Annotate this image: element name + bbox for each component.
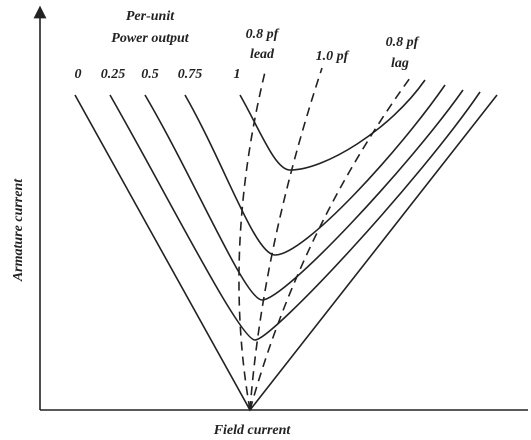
pf-unity-line — [250, 68, 322, 410]
curve-label: 0.25 — [101, 67, 126, 82]
curve-label: 0 — [75, 67, 82, 82]
pf-label: 0.8 pf — [386, 35, 420, 50]
pf-lead-line — [239, 72, 265, 410]
pf-label: 1.0 pf — [316, 49, 350, 64]
curve-label: 0.5 — [141, 67, 159, 82]
curve-label: 1 — [234, 67, 241, 82]
pf-label: lead — [250, 47, 275, 62]
curve-label: 0.75 — [178, 67, 203, 82]
curve-05 — [145, 90, 463, 300]
curve-1 — [240, 80, 425, 170]
heading-line: Per-unit — [126, 9, 175, 24]
curve-075 — [185, 85, 445, 255]
x-axis-label: Field current — [213, 423, 292, 438]
pf-label: lag — [391, 56, 409, 71]
y-axis-label: Armature current — [11, 178, 26, 282]
heading-line: Power output — [111, 31, 190, 46]
pf-label: 0.8 pf — [246, 27, 280, 42]
v-curve-diagram: Per-unit Power output 0 0.25 0.5 0.75 1 … — [0, 0, 531, 440]
curve-025 — [110, 92, 480, 340]
